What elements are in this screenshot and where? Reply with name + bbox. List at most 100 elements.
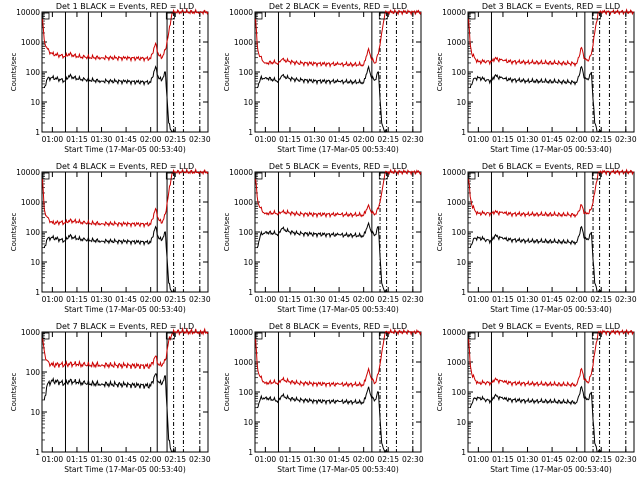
- marker-box: [468, 332, 476, 340]
- y-tick-label: 100: [452, 388, 467, 397]
- panel-det-6: Det 6 BLACK = Events, RED = LLD 1 10 100 100…: [436, 162, 637, 314]
- x-tick-label: 02:30: [402, 135, 424, 144]
- marker-box: [255, 172, 263, 180]
- series-line-events: [43, 225, 176, 293]
- x-tick-label: 01:15: [279, 455, 301, 464]
- x-tick-label: 02:00: [140, 295, 162, 304]
- y-tick-label: 1: [248, 128, 253, 137]
- y-tick-label: 100: [26, 68, 41, 77]
- y-tick-label: 1000: [234, 198, 253, 207]
- panel-det-7: Det 7 BLACK = Events, RED = LLD 1 10 100 100…: [10, 322, 211, 474]
- x-tick-label: 02:15: [164, 135, 186, 144]
- x-tick-label: 01:45: [115, 135, 137, 144]
- x-tick-label: 02:00: [566, 135, 588, 144]
- y-tick-label: 100: [452, 68, 467, 77]
- x-tick-label: 01:30: [304, 455, 326, 464]
- y-axis-label: Counts/sec: [223, 53, 231, 92]
- y-tick-label: 1: [461, 128, 466, 137]
- x-axis-label: Start Time (17-Mar-05 00:53:40): [277, 145, 399, 154]
- x-tick-label: 02:15: [377, 455, 399, 464]
- marker-box: [42, 12, 50, 20]
- panel-title: Det 7 BLACK = Events, RED = LLD: [56, 322, 194, 331]
- y-tick-label: 1: [35, 128, 40, 137]
- x-tick-label: 01:30: [517, 455, 539, 464]
- y-tick-label: 1000: [234, 358, 253, 367]
- marker-box: [378, 12, 388, 20]
- marker-box: [42, 172, 50, 180]
- x-tick-label: 01:15: [279, 135, 301, 144]
- y-tick-label: 1: [248, 288, 253, 297]
- x-tick-label: 02:00: [353, 455, 375, 464]
- x-tick-label: 01:45: [115, 455, 137, 464]
- panel-title: Det 6 BLACK = Events, RED = LLD: [482, 162, 620, 171]
- series-line-lld: [468, 328, 635, 388]
- marker-box: [378, 172, 388, 180]
- x-axis-label: Start Time (17-Mar-05 00:53:40): [490, 305, 612, 314]
- x-tick-label: 01:30: [91, 455, 113, 464]
- x-tick-label: 01:00: [468, 135, 490, 144]
- y-axis-label: Counts/sec: [436, 213, 444, 252]
- y-tick-label: 10000: [442, 8, 466, 17]
- panel-det-8: Det 8 BLACK = Events, RED = LLD 1 10 100 100…: [223, 322, 424, 474]
- y-tick-label: 10000: [16, 168, 40, 177]
- y-tick-label: 1: [461, 288, 466, 297]
- x-tick-label: 01:45: [328, 295, 350, 304]
- y-axis-label: Counts/sec: [10, 373, 18, 412]
- x-axis-label: Start Time (17-Mar-05 00:53:40): [490, 465, 612, 474]
- panel-title: Det 8 BLACK = Events, RED = LLD: [269, 322, 407, 331]
- y-tick-label: 100: [26, 368, 41, 377]
- panel-det-5: Det 5 BLACK = Events, RED = LLD 1 10 100 100…: [223, 162, 424, 314]
- series-line-events: [256, 221, 389, 294]
- y-tick-label: 10000: [442, 168, 466, 177]
- y-tick-label: 10: [456, 418, 466, 427]
- series-line-lld: [42, 167, 209, 229]
- y-tick-label: 10000: [229, 8, 253, 17]
- x-tick-label: 01:15: [66, 135, 88, 144]
- series-line-lld: [468, 168, 635, 219]
- marker-box: [468, 12, 476, 20]
- y-tick-label: 10000: [442, 328, 466, 337]
- y-axis-label: Counts/sec: [223, 213, 231, 252]
- x-axis-label: Start Time (17-Mar-05 00:53:40): [64, 145, 186, 154]
- x-tick-label: 02:15: [377, 135, 399, 144]
- x-tick-label: 02:15: [377, 295, 399, 304]
- y-tick-label: 100: [26, 228, 41, 237]
- marker-box: [255, 12, 263, 20]
- y-tick-label: 10: [30, 98, 40, 107]
- x-tick-label: 02:30: [615, 295, 637, 304]
- x-axis-label: Start Time (17-Mar-05 00:53:40): [64, 465, 186, 474]
- x-tick-label: 01:00: [255, 135, 277, 144]
- x-tick-label: 01:00: [468, 295, 490, 304]
- series-line-events: [469, 385, 602, 453]
- x-axis-label: Start Time (17-Mar-05 00:53:40): [277, 465, 399, 474]
- marker-box: [165, 172, 175, 180]
- x-axis-label: Start Time (17-Mar-05 00:53:40): [277, 305, 399, 314]
- series-line-lld: [255, 8, 422, 68]
- x-tick-label: 02:30: [189, 135, 211, 144]
- y-axis-label: Counts/sec: [223, 373, 231, 412]
- y-tick-label: 1000: [447, 358, 466, 367]
- y-tick-label: 100: [239, 388, 254, 397]
- marker-box: [165, 332, 175, 340]
- x-tick-label: 02:15: [590, 135, 612, 144]
- x-axis-label: Start Time (17-Mar-05 00:53:40): [490, 145, 612, 154]
- x-tick-label: 02:00: [566, 455, 588, 464]
- marker-box: [591, 332, 601, 340]
- y-tick-label: 10: [243, 418, 253, 427]
- x-tick-label: 01:00: [255, 295, 277, 304]
- y-tick-label: 10: [456, 258, 466, 267]
- panel-title: Det 5 BLACK = Events, RED = LLD: [269, 162, 407, 171]
- panel-det-9: Det 9 BLACK = Events, RED = LLD 1 10 100 100…: [436, 322, 637, 474]
- y-tick-label: 10000: [229, 168, 253, 177]
- series-line-events: [43, 65, 176, 133]
- y-tick-label: 10: [243, 98, 253, 107]
- marker-box: [468, 172, 476, 180]
- y-tick-label: 100: [239, 68, 254, 77]
- y-axis-label: Counts/sec: [10, 213, 18, 252]
- y-tick-label: 1000: [447, 198, 466, 207]
- marker-box: [255, 332, 263, 340]
- y-tick-label: 100: [452, 228, 467, 237]
- y-axis-label: Counts/sec: [10, 53, 18, 92]
- y-tick-label: 1000: [21, 38, 40, 47]
